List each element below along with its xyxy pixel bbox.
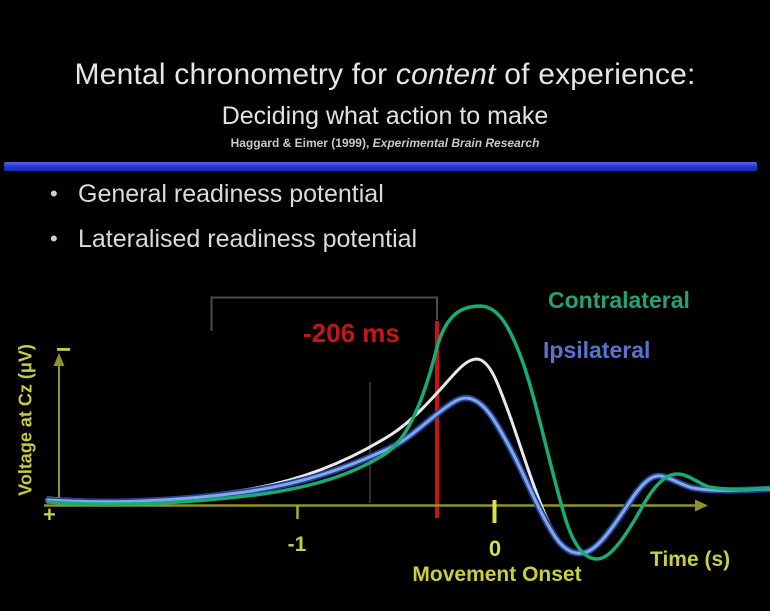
x-tick-label-zero: 0	[488, 536, 502, 561]
bullet-item-lateralised-rp: • Lateralised readiness potential	[50, 225, 417, 254]
title-emphasis: content	[395, 58, 496, 91]
movement-onset-caption: Movement Onset	[412, 563, 582, 586]
title-pre: Mental chronometry for	[74, 58, 396, 91]
x-axis-arrowhead-icon	[695, 499, 708, 512]
legend-ipsilateral: Ipsilateral	[543, 337, 651, 363]
latency-bracket	[210, 296, 438, 331]
x-tick-label-minus1: -1	[287, 533, 307, 556]
title-post: of experience:	[495, 58, 696, 91]
page-title: Mental chronometry for content of experi…	[0, 58, 770, 92]
latency-annotation: -206 ms	[303, 318, 400, 348]
bullet-dot: •	[50, 226, 58, 251]
bullet-label: Lateralised readiness potential	[78, 225, 418, 253]
legend-contralateral: Contralateral	[548, 287, 690, 313]
curve-ipsilateral	[46, 396, 770, 555]
citation-authors: Haggard & Eimer (1999),	[230, 136, 373, 150]
y-axis-arrowhead-icon	[53, 353, 65, 366]
bullet-item-general-rp: • General readiness potential	[50, 180, 384, 209]
y-axis-negative-sign: −	[56, 334, 72, 364]
citation: Haggard & Eimer (1999), Experimental Bra…	[0, 136, 770, 150]
curve-general-rp	[46, 357, 770, 555]
x-axis-label: Time (s)	[650, 548, 731, 571]
bullet-label: General readiness potential	[78, 180, 384, 208]
curve-contralateral	[46, 304, 770, 561]
citation-journal: Experimental Brain Research	[372, 136, 540, 150]
bullet-dot: •	[50, 181, 58, 206]
divider-rule	[4, 162, 757, 171]
y-axis-label: Voltage at Cz (μV)	[15, 344, 36, 496]
y-axis-positive-sign: +	[43, 502, 56, 527]
subtitle: Deciding what action to make	[221, 102, 549, 130]
